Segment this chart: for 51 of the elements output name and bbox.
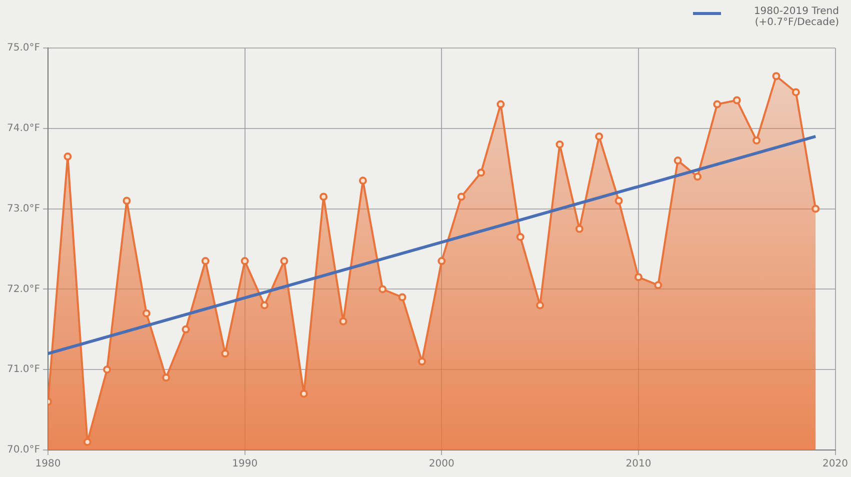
x-tick-label: 2020 [822, 458, 848, 470]
x-tick-label: 1980 [35, 458, 61, 470]
point [694, 172, 702, 181]
point [536, 301, 544, 310]
point [457, 192, 466, 201]
point [654, 281, 662, 290]
point [358, 176, 367, 185]
point [300, 390, 308, 398]
point [398, 293, 406, 302]
point [122, 196, 131, 205]
point [792, 88, 800, 96]
point [438, 257, 446, 266]
point [477, 168, 486, 177]
point [320, 192, 328, 201]
point [516, 232, 524, 241]
point [339, 317, 348, 326]
point [260, 301, 269, 310]
point [752, 136, 761, 144]
point [162, 374, 170, 382]
y-tick-label: 70.0°F [6, 444, 40, 456]
text: 1980-2019 Trend (+0.7°F/Decade) [752, 6, 839, 28]
point [575, 224, 584, 233]
y-tick-label: 73.0°F [6, 203, 40, 214]
y-tick-label: 72.0°F [6, 284, 40, 295]
point [614, 196, 623, 205]
y-tick-label: 71.0°F [6, 364, 40, 376]
x-tick-label: 2010 [626, 458, 652, 470]
point [713, 100, 722, 108]
point [418, 358, 426, 366]
point [103, 366, 112, 374]
point [812, 204, 820, 213]
point [378, 285, 387, 294]
point [201, 257, 210, 266]
point [732, 96, 741, 104]
point [83, 438, 92, 446]
point [221, 350, 230, 358]
y-tick-label: 75.0°F [6, 42, 40, 54]
point [64, 152, 72, 161]
point [634, 273, 642, 282]
y-tick-label: 74.0°F [6, 122, 40, 134]
x-tick-label: 2000 [428, 458, 454, 470]
point [674, 156, 682, 165]
point [240, 257, 249, 266]
point [496, 100, 505, 108]
point [182, 325, 190, 334]
point [280, 257, 288, 266]
x-tick-label: 1990 [232, 458, 258, 470]
point [142, 309, 150, 318]
point [595, 132, 604, 140]
point [772, 72, 780, 80]
point [556, 140, 564, 148]
